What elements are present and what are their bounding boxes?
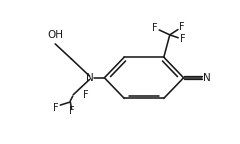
Text: F: F (53, 103, 58, 113)
Text: N: N (204, 73, 211, 83)
Text: F: F (180, 34, 186, 44)
Text: OH: OH (48, 30, 64, 40)
Text: F: F (180, 22, 185, 32)
Text: F: F (69, 106, 74, 116)
Text: N: N (86, 73, 93, 83)
Text: F: F (152, 23, 158, 33)
Text: F: F (83, 90, 89, 101)
